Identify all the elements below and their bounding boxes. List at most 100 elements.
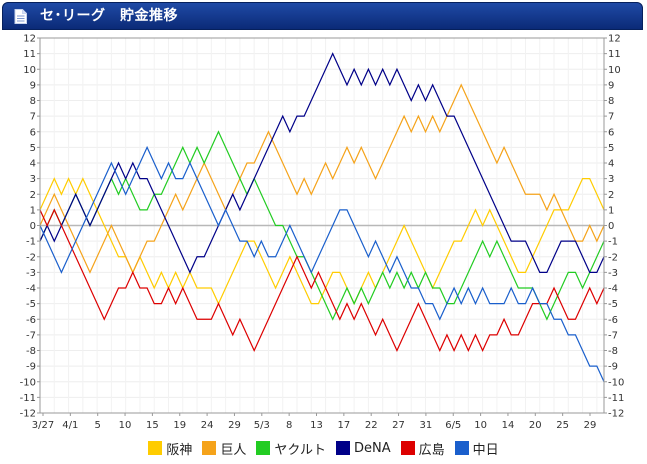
series-line-巨人 [39, 83, 605, 274]
y-tick-label-left: 5 [30, 143, 36, 154]
x-tick-label: 24 [201, 420, 214, 431]
y-tick-label-left: -4 [26, 284, 36, 295]
legend-swatch [148, 441, 163, 455]
legend-label: 阪神 [166, 442, 193, 458]
series-line-ヤクルト [39, 130, 605, 321]
y-tick-label-left: -11 [20, 393, 36, 404]
y-tick-label-right: 1 [608, 205, 614, 216]
y-tick-label-right: 7 [608, 112, 614, 123]
x-tick-label: 4/1 [62, 420, 78, 431]
x-tick-label: 10 [474, 420, 487, 431]
legend-item-中日: 中日 [454, 438, 499, 458]
y-tick-label-left: 6 [30, 127, 36, 138]
x-tick-label: 17 [337, 420, 350, 431]
y-tick-label-left: -9 [26, 362, 36, 373]
legend-item-阪神: 阪神 [148, 438, 192, 458]
y-tick-label-right: -11 [608, 393, 624, 404]
y-tick-label-left: -10 [20, 377, 36, 388]
y-tick-label-right: 6 [608, 127, 614, 138]
x-tick-label: 13 [310, 420, 323, 431]
y-tick-label-left: -2 [26, 252, 36, 263]
savings-line-chart: 1211109876543210-1-2-3-4-5-6-7-8-9-10-11… [20, 34, 625, 432]
x-axis: 3/27 4/1 5 10 15 19 24 29 5/3 8 13 17 22 27 31 6/5 10 14 2… [32, 413, 597, 431]
y-tick-label-right: 9 [608, 80, 614, 91]
y-tick-label-left: 11 [23, 49, 36, 60]
legend-label: 広島 [418, 442, 445, 458]
legend-swatch [335, 441, 350, 455]
chart-title: セ･リーグ 貯金推移 [40, 8, 178, 24]
chart-header: セ･リーグ 貯金推移 [2, 2, 643, 30]
y-tick-label-right: -1 [608, 237, 618, 248]
y-tick-label-right: -2 [608, 252, 618, 263]
y-tick-label-right: 5 [608, 143, 614, 154]
y-tick-label-right: -3 [608, 268, 618, 279]
y-tick-label-left: 2 [30, 190, 36, 201]
y-tick-label-right: 3 [608, 174, 614, 185]
x-tick-label: 14 [502, 420, 515, 431]
y-tick-label-left: -1 [26, 237, 36, 248]
x-tick-label: 6/5 [445, 420, 461, 431]
y-tick-label-left: 9 [30, 80, 36, 91]
y-tick-label-right: -10 [608, 377, 624, 388]
y-tick-label-right: -12 [608, 409, 624, 420]
x-tick-label: 19 [173, 420, 186, 431]
x-tick-label: 25 [556, 420, 569, 431]
x-tick-label: 5/3 [254, 420, 270, 431]
y-tick-label-left: 3 [30, 174, 36, 185]
y-tick-label-left: -5 [26, 299, 36, 310]
series-line-DeNA [39, 52, 605, 274]
y-tick-label-right: 10 [608, 65, 621, 76]
legend-label: ヤクルト [274, 442, 326, 458]
legend-swatch [202, 441, 217, 455]
legend-label: 中日 [472, 442, 499, 458]
x-tick-label: 15 [146, 420, 159, 431]
x-tick-label: 8 [286, 420, 292, 431]
series-line-中日 [39, 145, 605, 382]
x-tick-label: 5 [95, 420, 101, 431]
x-tick-label: 31 [420, 420, 433, 431]
legend-item-DeNA: DeNA [335, 438, 391, 458]
y-tick-label-left: -3 [26, 268, 36, 279]
y-tick-label-right: -7 [608, 330, 618, 341]
legend-item-ヤクルト: ヤクルト [256, 438, 326, 458]
y-tick-label-left: 1 [30, 205, 36, 216]
y-tick-label-right: 8 [608, 96, 614, 107]
legend-label: DeNA [353, 440, 391, 456]
series-lines [39, 52, 605, 382]
y-tick-label-right: -4 [608, 284, 618, 295]
legend-item-巨人: 巨人 [202, 438, 246, 458]
y-tick-label-left: 0 [30, 221, 36, 232]
x-tick-label: 29 [584, 420, 597, 431]
x-tick-label: 29 [228, 420, 241, 431]
y-tick-label-right: -8 [608, 346, 618, 357]
y-tick-label-right: 4 [608, 159, 614, 170]
y-tick-label-right: 11 [608, 49, 621, 60]
y-tick-label-left: -8 [26, 346, 36, 357]
y-tick-label-left: 10 [23, 65, 36, 76]
y-tick-label-left: -6 [26, 315, 36, 326]
y-axis-left: 1211109876543210-1-2-3-4-5-6-7-8-9-10-11… [20, 34, 40, 420]
y-tick-label-right: 2 [608, 190, 614, 201]
y-tick-label-right: 12 [608, 34, 621, 45]
y-tick-label-right: -6 [608, 315, 618, 326]
y-tick-label-left: 8 [30, 96, 36, 107]
x-tick-label: 22 [365, 420, 378, 431]
legend-swatch [454, 441, 469, 455]
legend-label: 巨人 [220, 442, 247, 458]
y-tick-label-right: 0 [608, 221, 614, 232]
legend: 阪神 巨人 ヤクルト DeNA 広島 中日 [0, 438, 647, 458]
x-tick-label: 20 [529, 420, 542, 431]
x-tick-label: 10 [119, 420, 132, 431]
y-tick-label-right: -9 [608, 362, 618, 373]
y-tick-label-left: -7 [26, 330, 36, 341]
y-tick-label-left: 4 [30, 159, 36, 170]
y-tick-label-left: 7 [30, 112, 36, 123]
y-tick-label-left: -12 [20, 409, 36, 420]
legend-swatch [256, 441, 271, 455]
y-tick-label-right: -5 [608, 299, 618, 310]
x-tick-label: 27 [392, 420, 405, 431]
y-tick-label-left: 12 [23, 34, 36, 45]
legend-item-広島: 広島 [400, 438, 445, 458]
series-line-広島 [39, 208, 605, 352]
y-axis-right: 1211109876543210-1-2-3-4-5-6-7-8-9-10-11… [604, 34, 624, 420]
